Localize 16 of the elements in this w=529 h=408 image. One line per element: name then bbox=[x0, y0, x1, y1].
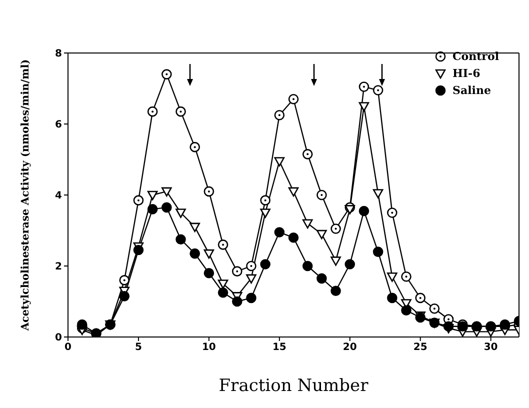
y-tick-label: 8 bbox=[55, 48, 62, 60]
x-tick-label: 5 bbox=[134, 342, 142, 354]
y-tick-label: 4 bbox=[55, 190, 62, 202]
x-tick-label: 20 bbox=[342, 342, 357, 354]
x-tick-label: 30 bbox=[484, 342, 498, 354]
x-axis-title: Fraction Number bbox=[218, 376, 370, 396]
y-tick-label: 6 bbox=[55, 120, 62, 131]
x-tick-label: 15 bbox=[272, 342, 286, 354]
y-tick-label: 0 bbox=[55, 332, 62, 344]
legend-label: Saline bbox=[452, 84, 491, 97]
y-tick-label: 2 bbox=[55, 262, 62, 273]
x-tick-label: 25 bbox=[413, 342, 428, 354]
x-tick-label: 0 bbox=[64, 342, 72, 354]
x-tick-label: 10 bbox=[202, 342, 216, 354]
legend-label: HI-6 bbox=[452, 67, 480, 80]
y-axis-title: Acetylcholinesterase Activity (nmoles/min/ml) bbox=[20, 59, 32, 332]
